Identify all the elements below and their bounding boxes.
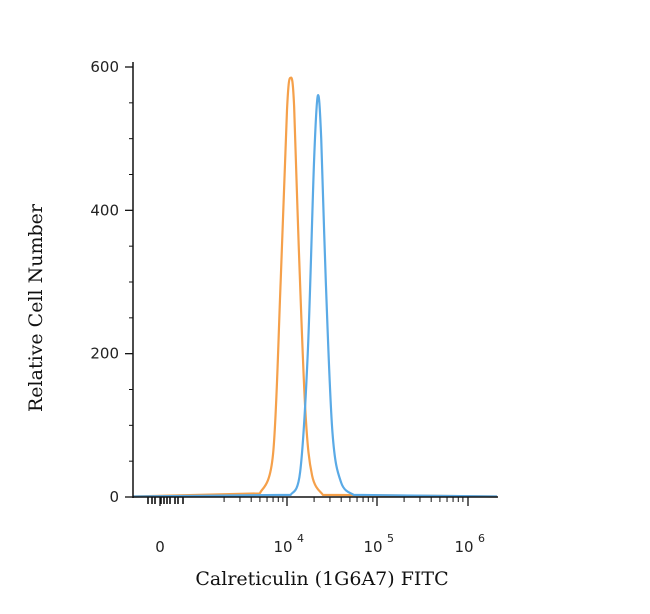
- y-tick-label: 200: [90, 345, 119, 363]
- x-tick-exponent: 5: [387, 532, 394, 545]
- histogram-series-1: [132, 76, 498, 498]
- x-axis-title: Calreticulin (1G6A7) FITC: [195, 568, 448, 590]
- x-tick-exponent: 6: [478, 532, 485, 545]
- y-axis-ticks: 0 200 400 600: [90, 58, 133, 506]
- series-curves: [132, 76, 498, 498]
- y-axis-title: Relative Cell Number: [25, 203, 47, 412]
- y-tick-label: 600: [90, 58, 119, 76]
- y-tick-label: 0: [109, 488, 119, 506]
- x-tick-label: 0: [155, 538, 165, 556]
- x-tick-label: 10: [454, 538, 473, 556]
- x-tick-label: 10: [273, 538, 292, 556]
- x-axis-ticks: 0 10 4 10 5 10 6: [147, 497, 485, 556]
- x-tick-label: 10: [363, 538, 382, 556]
- x-tick-exponent: 4: [297, 532, 304, 545]
- y-tick-label: 400: [90, 201, 119, 219]
- histogram-series-2: [132, 94, 498, 498]
